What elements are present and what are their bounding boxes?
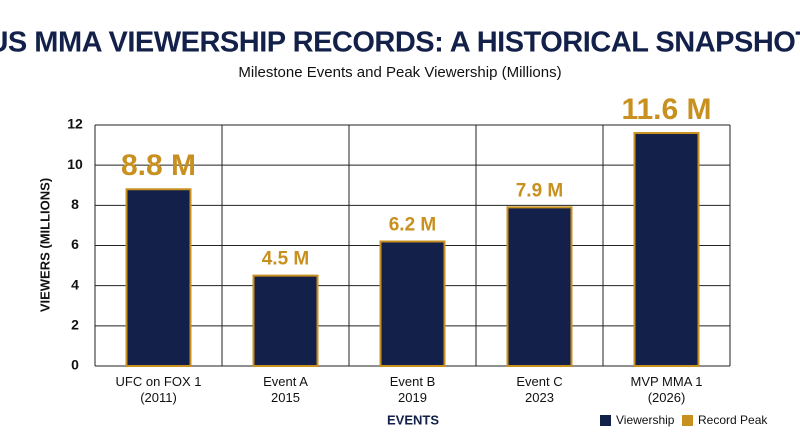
y-tick-label: 12 [67, 116, 83, 132]
bar [252, 274, 319, 367]
bar [379, 240, 446, 368]
y-tick-label: 10 [67, 156, 83, 172]
value-label: 4.5 M [262, 249, 310, 270]
value-label: 7.9 M [516, 180, 564, 201]
chart-subtitle: Milestone Events and Peak Viewership (Mi… [238, 64, 561, 81]
legend-swatch [600, 415, 611, 426]
y-axis-label: VIEWERS (MILLIONS) [37, 178, 52, 312]
bar [125, 188, 192, 367]
x-tick-label: Event C 2023 [516, 374, 563, 405]
legend-swatch [682, 415, 693, 426]
x-tick-label: Event B 2019 [389, 374, 436, 405]
x-tick-label: UFC on FOX 1 (2011) [115, 374, 202, 405]
y-tick-label: 2 [71, 317, 79, 333]
x-axis-label: EVENTS [387, 412, 439, 427]
value-label: 11.6 M [621, 93, 711, 126]
legend-label: Record Peak [698, 413, 768, 427]
value-label: 8.8 M [121, 149, 196, 182]
bar [506, 206, 573, 367]
y-tick-label: 8 [71, 196, 79, 212]
x-tick-label: Event A 2015 [263, 374, 308, 405]
y-tick-label: 6 [71, 236, 79, 252]
x-tick-label: MVP MMA 1 (2026) [630, 374, 703, 405]
bar [633, 132, 700, 367]
legend-label: Viewership [616, 413, 675, 427]
chart-title: US MMA VIEWERSHIP RECORDS: A HISTORICAL … [0, 27, 800, 59]
y-tick-label: 4 [71, 276, 79, 292]
value-label: 6.2 M [389, 214, 437, 235]
y-tick-label: 0 [71, 357, 79, 373]
